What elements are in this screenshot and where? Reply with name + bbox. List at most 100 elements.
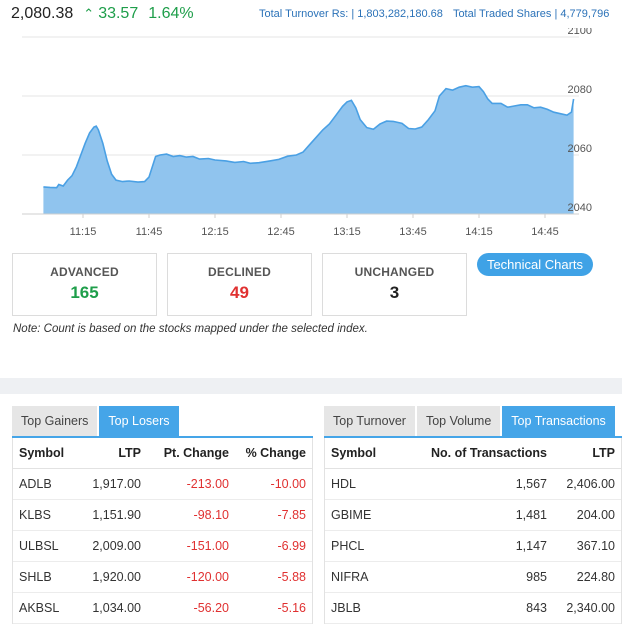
ltp-cell: 204.00: [553, 499, 621, 531]
transactions-table-wrap: Symbol No. of Transactions LTP HDL 1,567…: [324, 438, 622, 624]
y-tick-label: 2100: [568, 28, 592, 37]
col-symbol[interactable]: Symbol: [325, 438, 395, 469]
symbol-cell[interactable]: PHCL: [325, 530, 395, 562]
traded-shares-value: 4,779,796: [560, 8, 610, 20]
pct-change-cell: -7.85: [235, 499, 312, 531]
pct-change-cell: -5.16: [235, 592, 312, 624]
pt-change-cell: -120.00: [147, 561, 235, 593]
table-row[interactable]: NIFRA 985 224.80: [325, 561, 621, 593]
ltp-cell: 1,917.00: [75, 468, 147, 500]
symbol-cell[interactable]: NIFRA: [325, 561, 395, 593]
transactions-cell: 1,481: [395, 499, 553, 531]
unchanged-count: 3: [389, 283, 400, 302]
table-row[interactable]: AKBSL 1,034.00 -56.20 -5.16: [13, 592, 312, 624]
symbol-cell[interactable]: ADLB: [13, 468, 75, 500]
tab-top-turnover[interactable]: Top Turnover: [324, 406, 415, 436]
pct-change-cell: -5.88: [235, 561, 312, 593]
table-header-row: Symbol LTP Pt. Change % Change: [13, 438, 312, 469]
symbol-cell[interactable]: SHLB: [13, 561, 75, 593]
declined-box: DECLINED 49: [167, 253, 312, 316]
index-intraday-chart[interactable]: 2100 2080 2060 2040 11:15 11:45 12:15 12:45 13:1…: [0, 25, 622, 243]
section-divider: [0, 378, 622, 394]
declined-count: 49: [230, 283, 249, 302]
col-symbol[interactable]: Symbol: [13, 438, 75, 469]
y-tick-label: 2060: [568, 143, 592, 155]
table-row[interactable]: GBIME 1,481 204.00: [325, 499, 621, 531]
table-row[interactable]: ULBSL 2,009.00 -151.00 -6.99: [13, 530, 312, 562]
symbol-cell[interactable]: KLBS: [13, 499, 75, 531]
table-row[interactable]: KLBS 1,151.90 -98.10 -7.85: [13, 499, 312, 531]
col-ltp[interactable]: LTP: [75, 438, 147, 469]
index-summary-card: 2,080.38 ⌃ 33.57 1.64% Total Turnover Rs…: [0, 5, 622, 335]
traded-shares-label: Total Traded Shares |: [452, 8, 558, 20]
losers-table-wrap: Symbol LTP Pt. Change % Change ADLB 1,91…: [12, 438, 313, 624]
symbol-cell[interactable]: HDL: [325, 468, 395, 500]
y-tick-label: 2080: [568, 84, 592, 96]
col-pt-change[interactable]: Pt. Change: [147, 438, 235, 469]
col-transactions[interactable]: No. of Transactions: [395, 438, 553, 469]
transactions-cell: 1,147: [395, 530, 553, 562]
symbol-cell[interactable]: ULBSL: [13, 530, 75, 562]
unchanged-box: UNCHANGED 3: [322, 253, 467, 316]
ltp-cell: 2,340.00: [553, 592, 621, 624]
losers-tabs: Top Gainers Top Losers: [12, 406, 313, 436]
symbol-cell[interactable]: AKBSL: [13, 592, 75, 624]
x-tick-label: 13:15: [333, 226, 361, 238]
advanced-count: 165: [70, 283, 99, 302]
pt-change-cell: -151.00: [147, 530, 235, 562]
area-fill: [43, 85, 574, 214]
table-row[interactable]: ADLB 1,917.00 -213.00 -10.00: [13, 468, 312, 500]
ltp-cell: 1,034.00: [75, 592, 147, 624]
tab-underline: [324, 436, 622, 438]
index-percent-change: 1.64%: [148, 5, 194, 22]
series-line: [43, 84, 575, 189]
ltp-cell: 367.10: [553, 530, 621, 562]
tab-top-gainers[interactable]: Top Gainers: [12, 406, 98, 436]
pt-change-cell: -213.00: [147, 468, 235, 500]
pt-change-cell: -98.10: [147, 499, 235, 531]
transactions-cell: 985: [395, 561, 553, 593]
tab-top-transactions[interactable]: Top Transactions: [502, 406, 615, 436]
index-header: 2,080.38 ⌃ 33.57 1.64%: [11, 5, 194, 25]
losers-table: Symbol LTP Pt. Change % Change ADLB 1,91…: [13, 438, 312, 624]
tab-top-losers[interactable]: Top Losers: [99, 406, 179, 436]
chart-svg[interactable]: 2100 2080 2060 2040 11:15 11:45 12:15 12:45 13:1…: [0, 25, 622, 243]
losers-panel: Top Gainers Top Losers Symbol LTP Pt. Ch…: [12, 406, 313, 624]
market-totals: Total Turnover Rs: | 1,803,282,180.68 To…: [259, 8, 609, 20]
transactions-cell: 843: [395, 592, 553, 624]
ltp-cell: 1,151.90: [75, 499, 147, 531]
table-row[interactable]: SHLB 1,920.00 -120.00 -5.88: [13, 561, 312, 593]
x-tick-label: 14:45: [531, 226, 559, 238]
symbol-cell[interactable]: JBLB: [325, 592, 395, 624]
y-tick-label: 2040: [568, 202, 592, 214]
transactions-panel: Top Turnover Top Volume Top Transactions…: [324, 406, 622, 624]
pt-change-cell: -56.20: [147, 592, 235, 624]
advanced-box: ADVANCED 165: [12, 253, 157, 316]
x-tick-label: 12:15: [201, 226, 229, 238]
table-row[interactable]: PHCL 1,147 367.10: [325, 530, 621, 562]
turnover-label: Total Turnover Rs: |: [259, 8, 355, 20]
col-pct-change[interactable]: % Change: [235, 438, 312, 469]
table-header-row: Symbol No. of Transactions LTP: [325, 438, 621, 469]
pct-change-cell: -10.00: [235, 468, 312, 500]
ltp-cell: 224.80: [553, 561, 621, 593]
x-tick-label: 13:45: [399, 226, 427, 238]
table-row[interactable]: JBLB 843 2,340.00: [325, 592, 621, 624]
count-note: Note: Count is based on the stocks mappe…: [13, 323, 368, 335]
x-tick-label: 11:45: [136, 226, 163, 238]
ltp-cell: 2,406.00: [553, 468, 621, 500]
ltp-cell: 2,009.00: [75, 530, 147, 562]
technical-charts-button[interactable]: Technical Charts: [477, 253, 593, 276]
col-ltp[interactable]: LTP: [553, 438, 621, 469]
ltp-cell: 1,920.00: [75, 561, 147, 593]
tab-underline: [12, 436, 313, 438]
transactions-table: Symbol No. of Transactions LTP HDL 1,567…: [325, 438, 621, 624]
declined-label: DECLINED: [208, 265, 271, 279]
up-caret-icon: ⌃: [83, 6, 95, 21]
symbol-cell[interactable]: GBIME: [325, 499, 395, 531]
tab-top-volume[interactable]: Top Volume: [416, 406, 501, 436]
index-change: ⌃ 33.57: [83, 5, 138, 23]
transactions-cell: 1,567: [395, 468, 553, 500]
table-row[interactable]: HDL 1,567 2,406.00: [325, 468, 621, 500]
unchanged-label: UNCHANGED: [354, 265, 435, 279]
